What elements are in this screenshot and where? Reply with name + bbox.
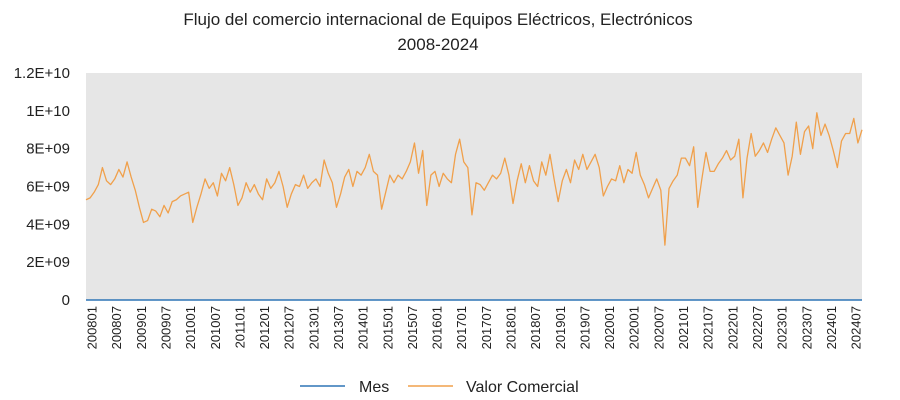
x-tick-label-19: 201901	[553, 306, 568, 349]
x-tick-label-30: 202401	[824, 306, 839, 349]
series-lines	[85, 112, 863, 301]
x-tick-label-2: 200901	[134, 306, 149, 349]
y-tick-label-0: 0	[62, 292, 70, 309]
x-tick-label-6: 201101	[232, 306, 247, 348]
x-tick-label-23: 202007	[651, 306, 666, 349]
x-tick-label-14: 201601	[430, 306, 445, 349]
y-tick-label-3: 6E+09	[26, 179, 70, 196]
x-tick-label-31: 202407	[849, 306, 864, 349]
y-tick-label-4: 8E+09	[26, 141, 70, 158]
x-tick-label-27: 202207	[750, 306, 765, 349]
x-tick-label-22: 202001	[627, 306, 642, 349]
y-tick-label-1: 2E+09	[26, 254, 70, 271]
x-tick-label-1: 200807	[109, 306, 124, 349]
chart-title: Flujo del comercio internacional de Equi…	[183, 10, 692, 54]
x-tick-label-24: 202101	[676, 306, 691, 349]
x-tick-label-8: 201207	[282, 306, 297, 349]
y-tick-label-6: 1.2E+10	[14, 65, 70, 82]
x-tick-label-17: 201801	[504, 306, 519, 349]
x-tick-label-21: 202001	[602, 306, 617, 349]
x-tick-label-4: 201001	[183, 306, 198, 349]
y-axis-tick-labels: 0 2E+09 4E+09 6E+09 8E+09 1E+10 1.2E+10	[14, 65, 70, 309]
x-tick-label-5: 201007	[208, 306, 223, 349]
x-tick-label-26: 202201	[725, 306, 740, 349]
x-tick-label-15: 201701	[454, 306, 469, 349]
series-line-valor-comercial	[85, 112, 863, 246]
legend-label-valor-comercial: Valor Comercial	[466, 379, 579, 396]
plot-area	[86, 73, 862, 300]
y-tick-label-5: 1E+10	[26, 103, 70, 120]
x-tick-label-28: 202301	[775, 306, 790, 349]
x-tick-label-16: 201707	[479, 306, 494, 349]
x-tick-label-0: 200801	[85, 306, 100, 349]
chart-title-line-1: Flujo del comercio internacional de Equi…	[183, 10, 692, 29]
x-tick-label-20: 201907	[577, 306, 592, 349]
x-tick-label-7: 201201	[257, 306, 272, 349]
x-tick-label-9: 201301	[306, 306, 321, 349]
y-tick-label-2: 4E+09	[26, 216, 70, 233]
legend: Mes Valor Comercial	[300, 379, 579, 396]
x-tick-label-10: 201307	[331, 306, 346, 349]
x-axis-tick-labels: 200801 200807 200901 200907 201001 201007 2011…	[85, 306, 864, 349]
x-tick-label-11: 201401	[356, 306, 371, 349]
x-tick-label-13: 201507	[405, 306, 420, 349]
x-tick-label-25: 202107	[701, 306, 716, 349]
x-tick-label-3: 200907	[158, 306, 173, 349]
x-tick-label-29: 202307	[799, 306, 814, 349]
x-tick-label-12: 201501	[380, 306, 395, 349]
x-tick-label-18: 201807	[528, 306, 543, 349]
chart-title-line-2: 2008-2024	[397, 35, 478, 54]
legend-label-mes: Mes	[359, 379, 389, 396]
